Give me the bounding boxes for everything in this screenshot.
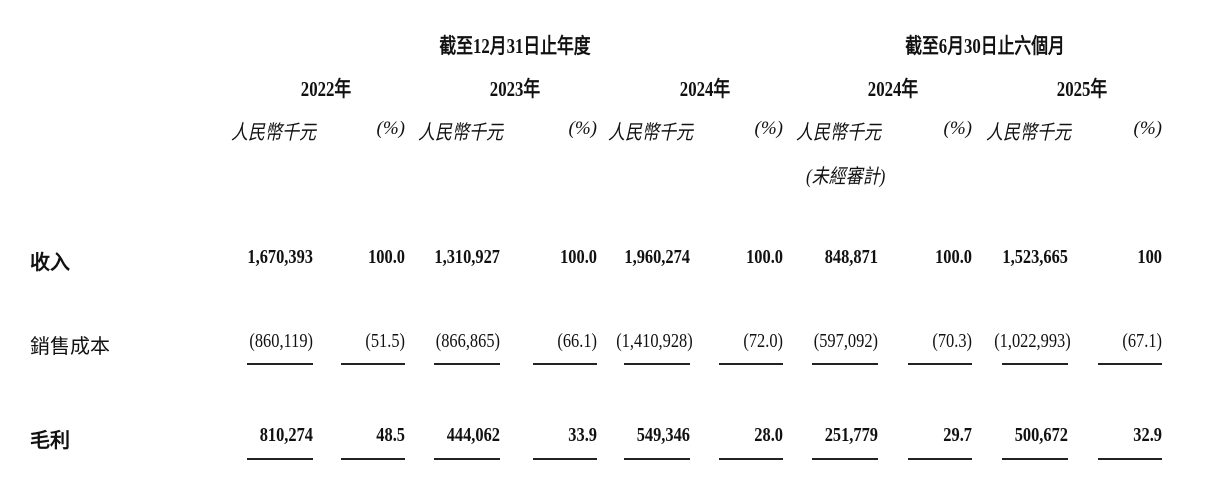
percent-cell: 32.9 — [1133, 424, 1162, 446]
percent-label: (%) — [754, 118, 783, 139]
year-header: 2022年 — [300, 77, 352, 101]
unit-label: 人民幣千元 — [608, 122, 693, 144]
underline — [812, 363, 878, 365]
underline — [247, 458, 313, 460]
unit-label: 人民幣千元 — [418, 122, 503, 144]
unit-label: 人民幣千元 — [796, 122, 881, 144]
period-header-half-year: 截至6月30日止六個月 — [905, 34, 1065, 58]
percent-cell: (66.1) — [557, 330, 597, 352]
year-header: 2024年 — [867, 77, 919, 101]
percent-label: (%) — [376, 118, 405, 139]
year-header: 2025年 — [1056, 77, 1108, 101]
percent-cell: 29.7 — [943, 424, 972, 446]
row-label: 收入 — [30, 252, 70, 274]
amount-cell: 1,523,665 — [1002, 246, 1068, 268]
underline — [719, 363, 783, 365]
amount-cell: (1,022,993) — [994, 330, 1071, 352]
underline — [341, 458, 405, 460]
unit-label: 人民幣千元 — [231, 122, 316, 144]
amount-cell: 549,346 — [636, 424, 690, 446]
underline — [1002, 363, 1068, 365]
percent-cell: 100.0 — [560, 246, 597, 268]
amount-cell: (1,410,928) — [616, 330, 693, 352]
amount-cell: 1,310,927 — [434, 246, 500, 268]
percent-cell: 48.5 — [376, 424, 405, 446]
underline — [247, 363, 313, 365]
percent-cell: 100 — [1137, 246, 1162, 268]
percent-cell: (72.0) — [743, 330, 783, 352]
row-label: 銷售成本 — [30, 336, 110, 358]
amount-cell: (597,092) — [813, 330, 878, 352]
amount-cell: 251,779 — [824, 424, 878, 446]
underline — [812, 458, 878, 460]
amount-cell: (860,119) — [249, 330, 313, 352]
underline — [434, 458, 500, 460]
amount-cell: 848,871 — [824, 246, 878, 268]
row-label: 毛利 — [30, 430, 70, 452]
percent-cell: 100.0 — [935, 246, 972, 268]
amount-cell: 444,062 — [446, 424, 500, 446]
unaudited-label: (未經審計) — [806, 166, 886, 188]
year-header: 2023年 — [489, 77, 541, 101]
underline — [533, 363, 597, 365]
underline — [341, 363, 405, 365]
amount-cell: 810,274 — [259, 424, 313, 446]
percent-cell: (70.3) — [932, 330, 972, 352]
underline — [908, 363, 972, 365]
amount-cell: (866,865) — [435, 330, 500, 352]
underline — [1098, 363, 1162, 365]
underline — [434, 363, 500, 365]
percent-label: (%) — [568, 118, 597, 139]
percent-cell: (67.1) — [1122, 330, 1162, 352]
percent-cell: 100.0 — [746, 246, 783, 268]
underline — [719, 458, 783, 460]
amount-cell: 1,960,274 — [624, 246, 690, 268]
underline — [624, 363, 690, 365]
amount-cell: 1,670,393 — [247, 246, 313, 268]
underline — [1098, 458, 1162, 460]
underline — [908, 458, 972, 460]
period-header-full-year: 截至12月31日止年度 — [439, 34, 591, 58]
underline — [1002, 458, 1068, 460]
underline — [624, 458, 690, 460]
percent-cell: 100.0 — [368, 246, 405, 268]
percent-cell: (51.5) — [365, 330, 405, 352]
unit-label: 人民幣千元 — [986, 122, 1071, 144]
percent-label: (%) — [943, 118, 972, 139]
amount-cell: 500,672 — [1014, 424, 1068, 446]
percent-cell: 33.9 — [568, 424, 597, 446]
year-header: 2024年 — [679, 77, 731, 101]
percent-label: (%) — [1133, 118, 1162, 139]
underline — [533, 458, 597, 460]
percent-cell: 28.0 — [754, 424, 783, 446]
